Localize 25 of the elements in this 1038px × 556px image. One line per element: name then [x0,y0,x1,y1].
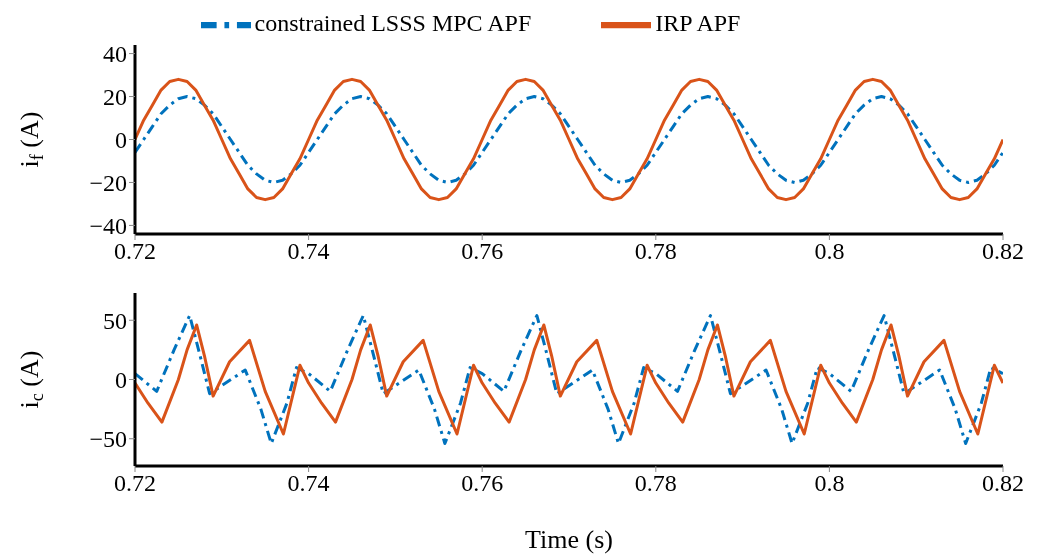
x-tick-label: 0.72 [114,470,156,497]
x-tick-label: 0.8 [814,470,845,497]
y-tick-label: 0 [115,127,127,154]
x-tick-label: 0.82 [982,238,1024,265]
x-tick-label: 0.76 [461,238,504,265]
legend-label: IRP APF [655,9,741,36]
x-tick-label: 0.78 [634,470,677,497]
legend-label: constrained LSSS MPC APF [254,9,532,36]
x-tick-label: 0.74 [287,470,330,497]
x-tick-label: 0.74 [287,238,330,265]
x-tick-label: 0.76 [461,470,504,497]
x-tick-label: 0.72 [114,238,156,265]
x-tick-label: 0.8 [814,238,845,265]
x-tick-label: 0.82 [982,470,1024,497]
line-series [135,77,1003,202]
y-tick-label: −20 [89,169,127,196]
x-axis-title: Time (s) [525,525,613,554]
x-tick-label: 0.78 [634,238,677,265]
y-tick-label: 20 [103,84,127,111]
y-tick-label: 0 [115,367,127,394]
y-tick-label: 40 [103,41,127,68]
y-tick-label: −50 [89,426,127,453]
y-tick-label: 50 [103,307,127,334]
y-tick-label: −40 [89,212,127,239]
line-series [135,95,1003,184]
